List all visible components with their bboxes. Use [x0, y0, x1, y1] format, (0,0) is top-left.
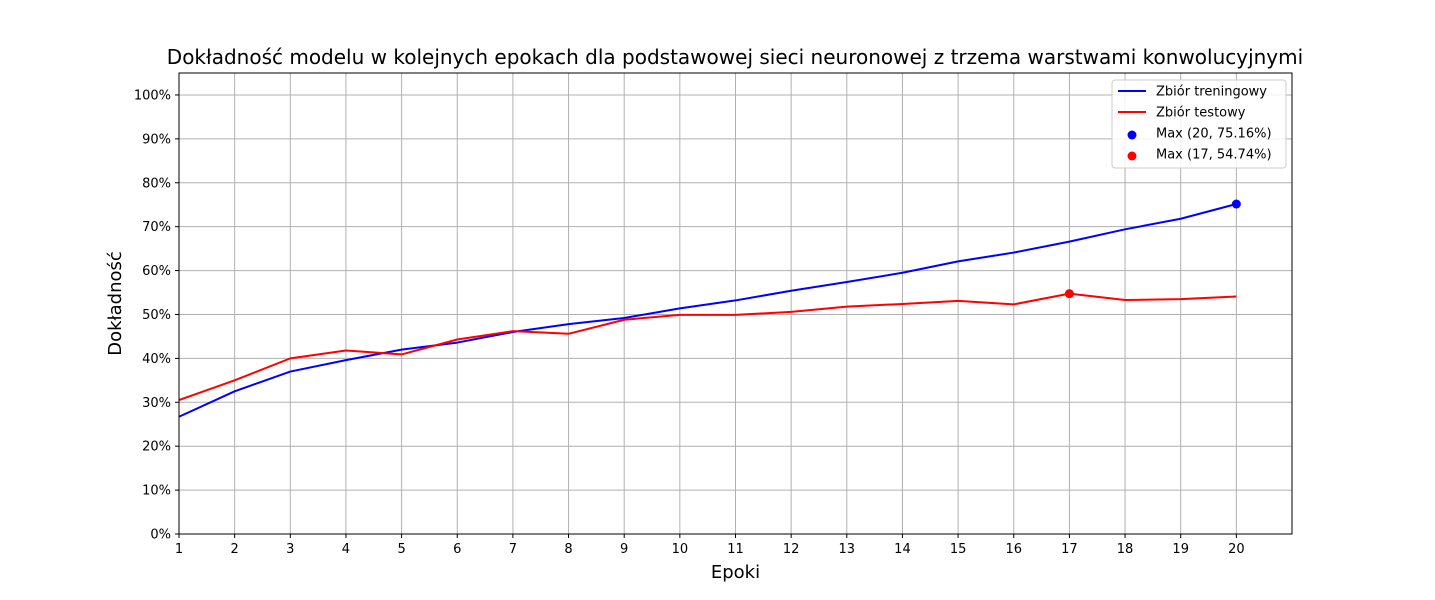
- x-tick-label: 4: [342, 542, 350, 557]
- x-tick-label: 5: [397, 542, 405, 557]
- x-tick-label: 12: [783, 542, 800, 557]
- y-tick-label: 100%: [134, 88, 171, 103]
- legend-label: Zbiór testowy: [1156, 106, 1246, 121]
- y-tick-label: 0%: [150, 528, 171, 543]
- max-marker-train: [1231, 199, 1241, 209]
- x-tick-label: 2: [231, 542, 239, 557]
- x-tick-label: 16: [1005, 542, 1022, 557]
- x-tick-label: 14: [894, 542, 911, 557]
- legend-label: Max (17, 54.74%): [1156, 148, 1272, 163]
- x-tick-label: 6: [453, 542, 461, 557]
- y-tick-label: 50%: [142, 308, 171, 323]
- x-tick-label: 18: [1117, 542, 1134, 557]
- x-tick-label: 7: [509, 542, 517, 557]
- x-axis-title: Epoki: [711, 562, 760, 583]
- legend-swatch-marker: [1127, 130, 1137, 140]
- y-tick-label: 10%: [142, 484, 171, 499]
- legend-label: Zbiór treningowy: [1156, 85, 1267, 100]
- y-tick-label: 40%: [142, 352, 171, 367]
- x-tick-label: 17: [1061, 542, 1078, 557]
- x-tick-label: 13: [839, 542, 856, 557]
- y-tick-label: 60%: [142, 264, 171, 279]
- x-tick-label: 20: [1228, 542, 1245, 557]
- series-line-train: [178, 203, 1237, 418]
- x-tick-label: 9: [620, 542, 628, 557]
- y-axis-title: Dokładność: [105, 251, 126, 356]
- legend-label: Max (20, 75.16%): [1156, 127, 1272, 142]
- y-tick-label: 70%: [142, 220, 171, 235]
- x-axis-ticks: 1 2 3 4 5 6 7 8 9 10 11 12 13 14 15 16 17 18 19 20: [175, 534, 1245, 557]
- x-tick-label: 19: [1172, 542, 1189, 557]
- grid: [178, 73, 1292, 535]
- y-tick-label: 80%: [142, 176, 171, 191]
- max-markers: [1064, 199, 1241, 299]
- legend-swatch-marker: [1127, 151, 1137, 161]
- legend: Zbiór treningowy Zbiór testowy Max (20, 75…: [1111, 79, 1287, 169]
- max-marker-test: [1064, 289, 1074, 299]
- series-line-test: [178, 292, 1237, 402]
- x-tick-label: 11: [727, 542, 744, 557]
- series-lines: [178, 203, 1237, 418]
- x-tick-label: 8: [564, 542, 572, 557]
- chart-title: Dokładność modelu w kolejnych epokach dl…: [167, 45, 1303, 69]
- x-tick-label: 3: [286, 542, 294, 557]
- y-tick-label: 30%: [142, 396, 171, 411]
- x-tick-label: 1: [175, 542, 183, 557]
- x-tick-label: 10: [672, 542, 689, 557]
- legend-box: [1111, 79, 1287, 169]
- y-axis-ticks: 0% 10% 20% 30% 40% 50% 60% 70% 80% 90% 100%: [134, 88, 179, 543]
- y-tick-label: 20%: [142, 440, 171, 455]
- y-tick-label: 90%: [142, 132, 171, 147]
- x-tick-label: 15: [950, 542, 967, 557]
